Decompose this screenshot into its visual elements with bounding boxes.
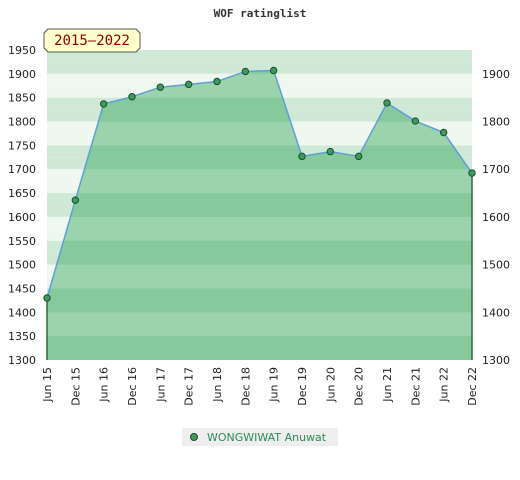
area-stripe xyxy=(47,348,472,360)
x-tick-label: Dec 18 xyxy=(239,367,252,406)
y-tick-right-label: 1700 xyxy=(482,163,510,176)
y-tick-left-label: 1500 xyxy=(8,259,36,272)
x-tick-label: Dec 17 xyxy=(183,367,196,406)
data-point-jun-17[interactable] xyxy=(156,83,165,91)
area-stripe xyxy=(47,240,472,253)
y-tick-right-label: 1300 xyxy=(482,354,510,367)
x-tick-label: Dec 21 xyxy=(409,367,422,406)
x-tick-label: Jun 22 xyxy=(438,367,451,403)
y-tick-left-label: 1900 xyxy=(8,68,36,81)
legend[interactable]: WONGWIWAT Anuwat xyxy=(182,428,338,446)
y-tick-left-label: 1850 xyxy=(8,92,36,105)
chart-title: WOF ratinglist xyxy=(214,7,307,20)
area-stripes xyxy=(47,70,472,360)
y-tick-right-label: 1900 xyxy=(482,68,510,81)
x-tick-label: Jun 21 xyxy=(381,367,394,403)
y-tick-left-label: 1800 xyxy=(8,116,36,129)
y-tick-left-label: 1450 xyxy=(8,282,36,295)
x-tick-label: Jun 15 xyxy=(41,367,54,403)
x-tick-label: Dec 16 xyxy=(126,367,139,406)
area-stripe xyxy=(47,145,472,158)
x-tick-label: Dec 15 xyxy=(69,367,82,406)
y-axis-right-ticks: 1300 1400 1500 1600 1700 1800 1900 xyxy=(482,68,510,367)
area-stripe xyxy=(47,70,472,74)
y-axis-left-ticks: 1300 1350 1400 1450 1500 1550 1600 1650 1700 1750… xyxy=(8,44,36,367)
legend-marker-icon xyxy=(190,433,198,441)
x-axis-ticks: Jun 15 Dec 15 Jun 16 Dec 16 Jun 17 Dec 17 Jun … xyxy=(41,367,479,406)
area-stripe xyxy=(47,252,472,265)
y-tick-left-label: 1750 xyxy=(8,139,36,152)
area-stripe xyxy=(47,157,472,170)
data-point-dec-22[interactable] xyxy=(468,169,476,177)
data-point-jun-15[interactable] xyxy=(43,294,51,302)
data-markers xyxy=(43,66,476,302)
x-tick-label: Jun 16 xyxy=(98,367,111,403)
y-tick-left-label: 1300 xyxy=(8,354,36,367)
x-tick-label: Jun 18 xyxy=(211,367,224,403)
data-point-jun-22[interactable] xyxy=(439,128,448,137)
data-point-dec-16[interactable] xyxy=(128,93,136,101)
background-band xyxy=(47,50,472,62)
area-stripe xyxy=(47,336,472,349)
x-tick-label: Dec 19 xyxy=(296,367,309,406)
legend-series-name: WONGWIWAT Anuwat xyxy=(207,431,327,444)
area-stripe xyxy=(47,97,472,110)
data-point-jun-20[interactable] xyxy=(326,147,335,156)
area-stripe xyxy=(47,205,472,217)
x-tick-label: Jun 20 xyxy=(324,367,337,403)
y-tick-left-label: 1700 xyxy=(8,163,36,176)
y-tick-left-label: 1350 xyxy=(8,330,36,343)
y-tick-left-label: 1950 xyxy=(8,44,36,57)
data-point-dec-19[interactable] xyxy=(298,152,306,161)
y-tick-right-label: 1400 xyxy=(482,306,510,319)
period-badge-text: 2015–2022 xyxy=(54,33,130,49)
rating-line xyxy=(46,69,473,299)
area-stripe xyxy=(47,193,472,205)
y-tick-left-label: 1600 xyxy=(8,211,36,224)
background-band xyxy=(47,61,472,74)
x-tick-label: Dec 22 xyxy=(466,367,479,406)
data-point-dec-17[interactable] xyxy=(184,80,193,89)
data-point-jun-21[interactable] xyxy=(383,99,391,107)
y-tick-left-label: 1550 xyxy=(8,235,36,248)
y-tick-right-label: 1500 xyxy=(482,259,510,272)
x-tick-label: Dec 20 xyxy=(353,367,366,406)
x-tick-label: Jun 17 xyxy=(154,367,167,403)
data-point-jun-18[interactable] xyxy=(213,77,221,86)
data-point-dec-20[interactable] xyxy=(354,152,363,161)
data-point-dec-21[interactable] xyxy=(411,117,420,125)
y-tick-left-label: 1400 xyxy=(8,306,36,319)
y-tick-right-label: 1800 xyxy=(482,116,510,129)
x-tick-label: Jun 19 xyxy=(268,367,281,403)
area-stripe xyxy=(47,109,472,122)
y-tick-right-label: 1600 xyxy=(482,211,510,224)
data-point-jun-19[interactable] xyxy=(269,66,278,75)
data-point-dec-15[interactable] xyxy=(71,196,80,204)
area-stripe xyxy=(47,288,472,301)
period-badge: 2015–2022 xyxy=(43,28,141,53)
data-point-jun-16[interactable] xyxy=(99,100,108,108)
area-stripe xyxy=(47,300,472,313)
y-tick-left-label: 1650 xyxy=(8,187,36,200)
data-point-dec-18[interactable] xyxy=(241,67,250,76)
